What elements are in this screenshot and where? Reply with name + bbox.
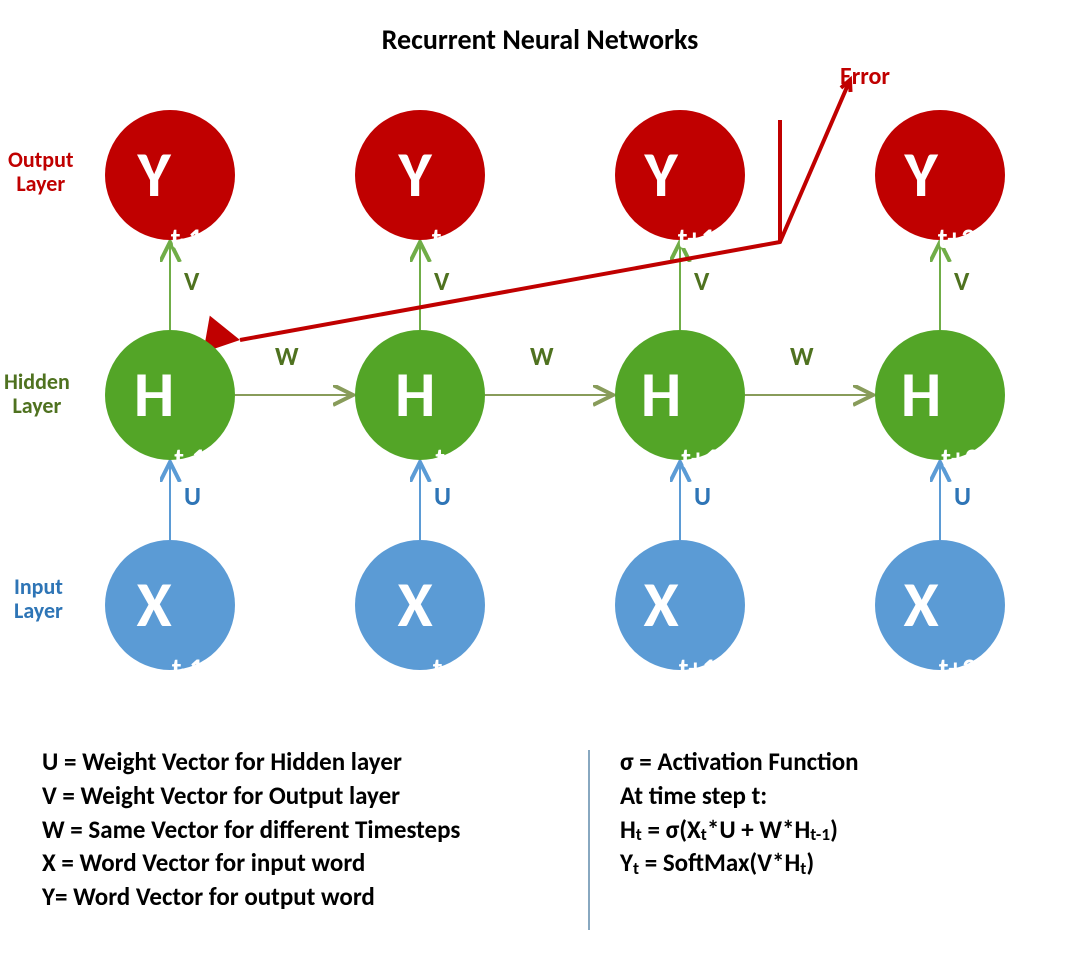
legend-right-line-1: At time step t:: [620, 779, 859, 813]
v-weight-label-0: V: [184, 265, 199, 297]
output-node-main: Y: [904, 143, 937, 207]
hidden-node-main: H: [641, 363, 681, 427]
hidden-node-main: H: [395, 363, 435, 427]
diagram-title: Recurrent Neural Networks: [0, 22, 1080, 57]
v-weight-label-3: V: [954, 265, 969, 297]
hidden-node-main: H: [134, 363, 174, 427]
error-arrow-path: [240, 80, 850, 340]
u-weight-label-0: U: [184, 480, 201, 512]
output-node-main: Y: [137, 143, 170, 207]
u-weight-label-2: U: [694, 480, 711, 512]
input-node-sub: t+1: [679, 651, 717, 686]
legend-right-line-3: Yt = SoftMax(V*Ht): [620, 846, 859, 880]
legend-right: σ = Activation FunctionAt time step t:Ht…: [620, 745, 859, 880]
legend-left-line-3: X = Word Vector for input word: [42, 846, 460, 880]
output-node-t2: Yt+1: [615, 110, 745, 240]
output-node-t3: Yt+2: [875, 110, 1005, 240]
w-weight-label-1: W: [530, 340, 554, 372]
input-node-t1: Xt: [355, 540, 485, 670]
output-node-t0: Yt-1: [105, 110, 235, 240]
hidden-node-t3: Ht+2: [875, 330, 1005, 460]
hidden-node-t0: Ht-1: [105, 330, 235, 460]
input-node-sub: t: [433, 651, 443, 686]
output-node-t1: Yt: [355, 110, 485, 240]
hidden-node-sub: t+2: [941, 441, 979, 476]
output-node-sub: t-1: [171, 221, 203, 256]
input-node-main: X: [643, 573, 678, 637]
legend-left: U = Weight Vector for Hidden layerV = We…: [42, 745, 460, 914]
hidden-node-sub: t: [435, 441, 445, 476]
input-node-main: X: [136, 573, 171, 637]
hidden-node-t1: Ht: [355, 330, 485, 460]
input-node-main: X: [903, 573, 938, 637]
hidden-node-sub: t+1: [681, 441, 719, 476]
output-node-main: Y: [644, 143, 677, 207]
hidden-layer-label: Hidden Layer: [4, 370, 70, 418]
input-node-t2: Xt+1: [615, 540, 745, 670]
u-weight-label-1: U: [434, 480, 451, 512]
output-node-main: Y: [399, 143, 432, 207]
input-node-main: X: [398, 573, 433, 637]
legend-left-line-4: Y= Word Vector for output word: [42, 880, 460, 914]
input-layer-label: Input Layer: [14, 575, 63, 623]
w-weight-label-2: W: [790, 340, 814, 372]
legend-right-line-0: σ = Activation Function: [620, 745, 859, 779]
v-weight-label-1: V: [434, 265, 449, 297]
w-weight-label-0: W: [275, 340, 299, 372]
u-weight-label-3: U: [954, 480, 971, 512]
hidden-node-main: H: [901, 363, 941, 427]
input-node-t0: Xt-1: [105, 540, 235, 670]
legend-left-line-0: U = Weight Vector for Hidden layer: [42, 745, 460, 779]
input-node-sub: t+2: [939, 651, 977, 686]
hidden-node-t2: Ht+1: [615, 330, 745, 460]
legend-left-line-2: W = Same Vector for different Timesteps: [42, 813, 460, 847]
output-node-sub: t: [432, 221, 442, 256]
hidden-node-sub: t-1: [174, 441, 206, 476]
v-weight-label-2: V: [694, 265, 709, 297]
error-label: Error: [840, 62, 890, 91]
legend-divider: [588, 750, 590, 930]
output-node-sub: t+2: [938, 221, 976, 256]
legend-right-line-2: Ht = σ(Xt*U + W*Ht-1): [620, 813, 859, 847]
legend-left-line-1: V = Weight Vector for Output layer: [42, 779, 460, 813]
input-node-sub: t-1: [172, 651, 204, 686]
input-node-t3: Xt+2: [875, 540, 1005, 670]
output-layer-label: Output Layer: [8, 148, 74, 196]
output-node-sub: t+1: [678, 221, 716, 256]
